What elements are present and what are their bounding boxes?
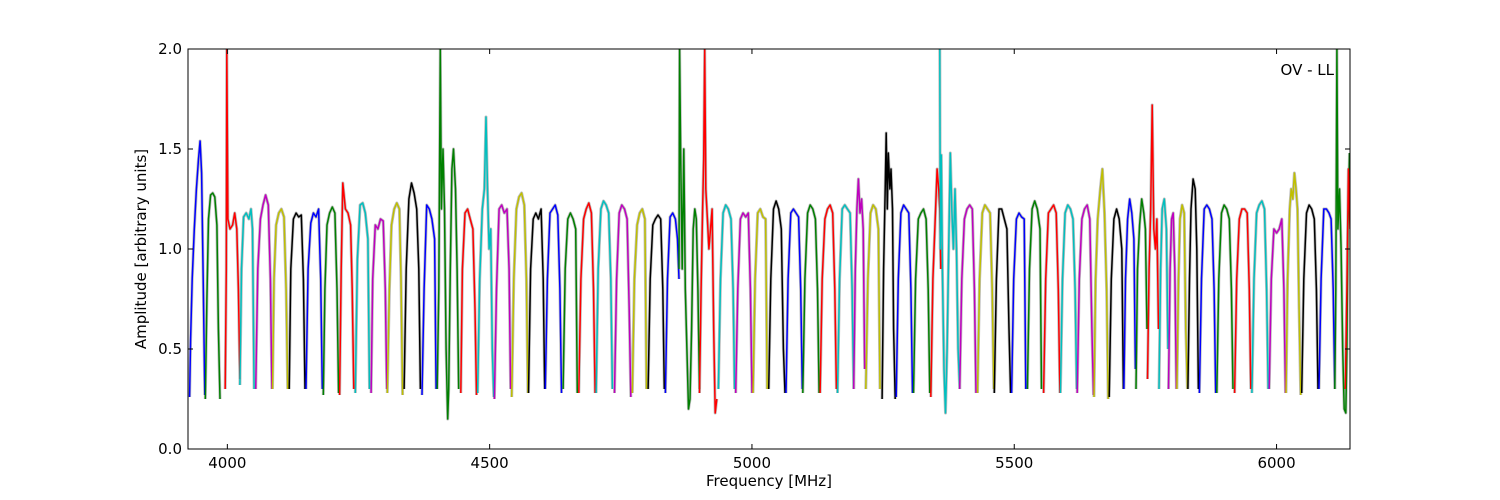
series-line-61 xyxy=(1176,204,1189,390)
series-line-53 xyxy=(1076,204,1095,396)
series-line-42 xyxy=(895,204,914,398)
series-line-54 xyxy=(1093,168,1109,400)
y-axis-label: Amplitude [arbitrary units] xyxy=(132,149,150,349)
series-line-13 xyxy=(403,182,422,390)
series-line-64 xyxy=(1216,204,1234,394)
series-line-24 xyxy=(595,200,614,394)
series-line-62 xyxy=(1187,178,1200,390)
series-line-49 xyxy=(1010,212,1027,394)
series-line-17 xyxy=(476,116,495,398)
plot-annotation: OV - LL xyxy=(1281,61,1335,79)
x-tick-label-4000: 4000 xyxy=(208,454,246,472)
series-line-43 xyxy=(912,208,931,394)
series-line-52 xyxy=(1059,204,1078,394)
x-tick-label-6000: 6000 xyxy=(1257,454,1295,472)
series-line-32 xyxy=(734,212,753,394)
series-line-33 xyxy=(752,208,768,394)
series-line-66 xyxy=(1251,200,1269,394)
series-line-38 xyxy=(836,204,855,394)
y-axis: 0.0 0.5 1.0 1.5 2.0 xyxy=(158,40,1350,458)
x-axis-label: Frequency [MHz] xyxy=(706,472,832,490)
series-line-14 xyxy=(421,204,437,396)
series-line-71 xyxy=(1334,49,1350,414)
series-line-56 xyxy=(1123,198,1137,390)
series-line-29 xyxy=(678,49,701,410)
y-tick-label-0.5: 0.5 xyxy=(158,340,182,358)
series-line-8 xyxy=(322,206,340,396)
series-line-5 xyxy=(271,208,289,390)
series-line-21 xyxy=(544,204,563,394)
series-line-23 xyxy=(578,202,596,394)
series-line-1 xyxy=(204,192,221,400)
series-line-67 xyxy=(1268,218,1287,394)
series-line-25 xyxy=(613,204,632,398)
series-line-59 xyxy=(1158,198,1169,390)
series-line-72 xyxy=(1344,168,1350,390)
series-line-36 xyxy=(802,204,820,394)
x-tick-label-5500: 5500 xyxy=(995,454,1033,472)
series-line-57 xyxy=(1135,198,1148,390)
series-line-7 xyxy=(305,208,324,390)
series-line-9 xyxy=(338,182,355,396)
series-line-58 xyxy=(1146,104,1160,380)
series-line-68 xyxy=(1285,172,1302,396)
y-tick-label-2: 2.0 xyxy=(158,40,182,58)
series-line-12 xyxy=(386,202,404,396)
y-tick-label-1: 1.0 xyxy=(158,240,182,258)
series-line-16 xyxy=(460,208,478,396)
series-line-28 xyxy=(664,212,680,394)
series-line-18 xyxy=(493,204,512,400)
series-line-50 xyxy=(1026,200,1043,390)
x-axis: 4000 4500 5000 5500 6000 xyxy=(208,49,1296,472)
series-line-37 xyxy=(819,204,838,394)
y-tick-label-1.5: 1.5 xyxy=(158,140,182,158)
x-tick-label-4500: 4500 xyxy=(471,454,509,472)
series-line-27 xyxy=(647,214,666,390)
series-line-4 xyxy=(254,194,273,390)
series-line-46 xyxy=(958,204,977,394)
series-line-63 xyxy=(1198,204,1217,394)
series-line-34 xyxy=(767,200,786,394)
series-line-60 xyxy=(1167,212,1178,390)
series-line-31 xyxy=(717,204,736,390)
series-line-0 xyxy=(188,140,206,398)
x-tick-label-5000: 5000 xyxy=(733,454,771,472)
y-tick-label-0: 0.0 xyxy=(158,440,182,458)
series-layer xyxy=(188,49,1350,421)
series-line-47 xyxy=(976,204,995,394)
series-line-69 xyxy=(1300,204,1319,394)
series-line-65 xyxy=(1233,208,1252,394)
series-line-2 xyxy=(224,49,241,390)
series-line-70 xyxy=(1318,208,1336,390)
series-line-6 xyxy=(288,212,306,390)
series-line-15 xyxy=(436,49,460,420)
series-line-41 xyxy=(881,132,896,400)
series-line-26 xyxy=(631,208,648,394)
series-line-19 xyxy=(510,192,529,398)
series-line-39 xyxy=(852,178,866,390)
series-line-35 xyxy=(785,208,804,394)
series-line-11 xyxy=(370,218,388,394)
series-line-51 xyxy=(1042,204,1061,394)
series-line-30 xyxy=(698,49,718,414)
series-line-10 xyxy=(354,202,371,394)
series-line-55 xyxy=(1108,208,1125,398)
series-line-20 xyxy=(527,208,546,394)
series-line-48 xyxy=(993,208,1012,394)
series-line-45 xyxy=(939,49,961,414)
series-line-22 xyxy=(562,212,579,394)
series-line-40 xyxy=(865,204,881,390)
series-line-3 xyxy=(239,208,255,390)
